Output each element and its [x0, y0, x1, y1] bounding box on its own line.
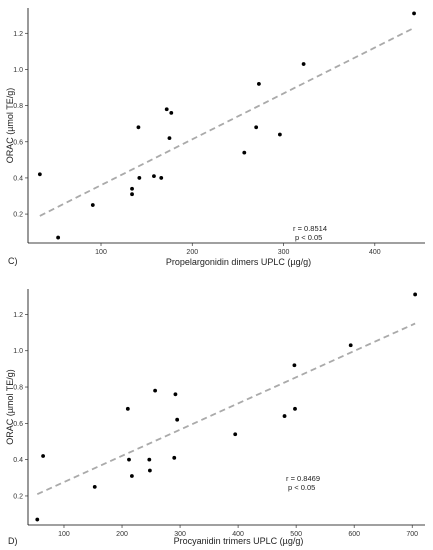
- x-tick-label: 400: [232, 531, 244, 538]
- p-annotation: p < 0.05: [288, 483, 315, 492]
- data-point: [37, 172, 42, 177]
- x-axis-title: Propelargonidin dimers UPLC (µg/g): [166, 257, 311, 267]
- y-tick-label: 1.0: [13, 67, 23, 74]
- y-tick-label: 0.6: [13, 421, 23, 428]
- data-point: [130, 192, 134, 197]
- trend-line: [36, 322, 416, 495]
- data-point: [152, 174, 156, 179]
- y-tick-label: 0.4: [13, 175, 23, 182]
- r-annotation: r = 0.8514: [293, 224, 327, 233]
- data-point: [412, 11, 416, 16]
- data-point: [348, 343, 353, 348]
- data-point: [169, 110, 174, 115]
- data-point: [137, 176, 142, 180]
- data-point: [92, 484, 97, 489]
- data-point: [233, 432, 238, 437]
- x-tick-label: 100: [95, 249, 107, 256]
- x-tick-label: 200: [116, 531, 128, 538]
- data-point: [175, 417, 180, 422]
- y-tick-label: 1.2: [13, 312, 23, 319]
- data-point: [282, 414, 287, 418]
- x-tick-label: 100: [58, 531, 70, 538]
- y-tick-label: 1.0: [13, 348, 23, 355]
- x-tick-label: 700: [406, 531, 418, 538]
- x-tick-label: 400: [369, 249, 381, 256]
- data-point: [159, 176, 164, 180]
- y-axis-title: ORAC (µmol TE/g): [5, 88, 15, 164]
- data-point: [129, 474, 134, 478]
- y-axis-title: ORAC (µmol TE/g): [5, 369, 15, 445]
- y-tick-label: 0.2: [13, 493, 23, 500]
- r-annotation: r = 0.8469: [286, 474, 320, 483]
- p-annotation: p < 0.05: [295, 233, 322, 242]
- data-point: [172, 455, 177, 460]
- data-point: [167, 136, 172, 141]
- y-tick-label: 0.4: [13, 457, 23, 464]
- data-point: [242, 150, 247, 155]
- x-axis-title: Procyanidin trimers UPLC (µg/g): [174, 536, 304, 546]
- data-point: [41, 454, 45, 458]
- data-point: [153, 388, 158, 393]
- data-point: [35, 517, 40, 522]
- y-tick-label: 0.2: [13, 212, 23, 219]
- data-point: [293, 406, 297, 411]
- y-tick-label: 0.8: [13, 385, 23, 392]
- trend-line: [39, 27, 415, 217]
- data-point: [413, 292, 418, 297]
- data-point: [147, 457, 152, 462]
- data-point: [136, 125, 141, 130]
- data-point: [127, 457, 131, 462]
- data-point: [254, 125, 259, 130]
- panel-label: D): [8, 536, 18, 546]
- x-tick-label: 200: [186, 249, 198, 256]
- data-point: [256, 82, 261, 86]
- data-point: [90, 203, 95, 207]
- x-tick-label: 300: [278, 249, 290, 256]
- panel-d: 100 200 300 400 500 600 700 0.2 0.4 0.6 0.8 1.0 1.2 r…: [5, 289, 425, 546]
- data-point: [292, 363, 297, 368]
- y-tick-label: 0.6: [13, 139, 23, 146]
- panel-c: 100 200 300 400 0.2 0.4 0.6 0.8 1.0 1.2 r = 0.8514…: [5, 8, 425, 267]
- data-point: [125, 406, 130, 411]
- data-point: [301, 62, 306, 66]
- data-point: [173, 392, 178, 397]
- y-tick-label: 0.8: [13, 103, 23, 110]
- data-point: [56, 235, 61, 240]
- data-point: [130, 186, 134, 191]
- panel-label: C): [8, 256, 18, 266]
- data-point: [277, 132, 282, 137]
- data-point: [147, 468, 152, 473]
- x-tick-label: 600: [348, 531, 360, 538]
- x-tick-label: 300: [174, 531, 186, 538]
- data-point: [164, 107, 169, 112]
- y-tick-label: 1.2: [13, 31, 23, 38]
- x-tick-label: 500: [290, 531, 302, 538]
